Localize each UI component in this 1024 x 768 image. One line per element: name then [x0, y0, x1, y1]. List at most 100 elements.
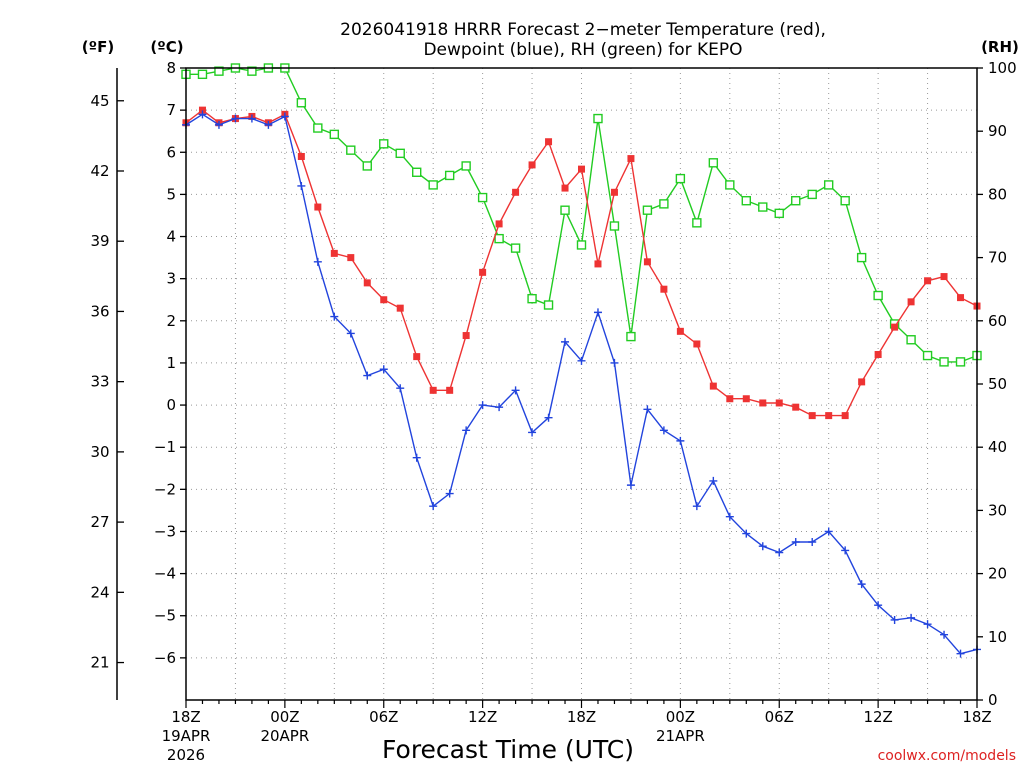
temperature-point — [874, 351, 882, 359]
dewpoint-point — [495, 403, 504, 412]
celsius-tick-label: 7 — [166, 101, 176, 119]
temperature-point — [347, 254, 355, 262]
dewpoint-point — [890, 615, 899, 624]
temperature-point — [924, 277, 932, 285]
celsius-axis-label: (ºC) — [150, 38, 183, 56]
temperature-point — [610, 188, 618, 196]
rh-point — [313, 123, 323, 133]
dewpoint-point — [676, 436, 685, 445]
dewpoint-point — [709, 476, 718, 485]
rh-point — [609, 221, 620, 231]
dewpoint-point — [857, 580, 866, 589]
dewpoint-point — [231, 114, 240, 123]
temperature-point — [726, 395, 734, 403]
rh-point — [593, 113, 603, 124]
rh-tick-label: 50 — [988, 375, 1007, 393]
temperature-point — [858, 378, 866, 386]
temperature-point — [841, 412, 849, 420]
celsius-tick-label: 1 — [166, 354, 176, 372]
temperature-point — [413, 353, 421, 361]
celsius-tick-label: 0 — [166, 396, 176, 414]
temperature-point — [594, 260, 602, 268]
dewpoint-point — [363, 371, 372, 380]
x-tick-label: 18Z — [962, 708, 991, 726]
temperature-point — [396, 304, 404, 312]
rh-tick-label: 30 — [988, 501, 1007, 519]
temperature-point — [446, 386, 454, 394]
rh-tick-label: 90 — [988, 122, 1007, 140]
rh-point — [708, 158, 719, 168]
temperature-point — [429, 386, 437, 394]
rh-point — [197, 69, 208, 80]
temperature-point — [940, 273, 948, 281]
dewpoint-point — [824, 527, 833, 536]
temperature-point — [693, 340, 701, 348]
rh-point — [510, 243, 521, 253]
rh-point — [642, 205, 653, 215]
rh-point — [247, 66, 257, 76]
rh-point — [477, 192, 488, 203]
dewpoint-point — [610, 358, 619, 367]
rh-tick-label: 100 — [988, 59, 1017, 77]
temperature-point — [957, 294, 965, 302]
rh-point — [725, 180, 735, 190]
rh-point — [873, 290, 883, 301]
dewpoint-point — [379, 365, 388, 374]
celsius-tick-label: 8 — [166, 59, 176, 77]
watermark: coolwx.com/models — [878, 748, 1016, 764]
temperature-point — [891, 323, 899, 331]
temperature-point — [198, 106, 206, 114]
temperature-point — [792, 403, 800, 411]
fahrenheit-tick-label: 24 — [90, 583, 109, 601]
dewpoint-point — [528, 428, 537, 437]
rh-point — [296, 98, 307, 108]
rh-axis-label: (RH) — [981, 38, 1019, 56]
rh-point — [741, 196, 751, 206]
dewpoint-series — [182, 110, 981, 658]
rh-tick-label: 20 — [988, 565, 1007, 583]
rh-point — [823, 180, 834, 190]
dewpoint-point — [412, 453, 421, 462]
rh-point — [461, 161, 471, 171]
x-tick-year-label: 2026 — [167, 746, 205, 764]
dewpoint-point — [330, 312, 339, 321]
dewpoint-point — [956, 649, 965, 658]
rh-point — [362, 161, 372, 171]
rh-point — [955, 357, 966, 367]
x-tick-label: 06Z — [369, 708, 398, 726]
temperature-point — [709, 382, 717, 390]
temperature-point — [495, 220, 503, 228]
dewpoint-point — [907, 613, 916, 622]
dewpoint-point — [346, 329, 355, 338]
rh-tick-label: 0 — [988, 691, 998, 709]
celsius-tick-label: 6 — [166, 143, 176, 161]
temperature-point — [808, 412, 816, 420]
dewpoint-point — [742, 529, 751, 538]
temperature-point — [528, 161, 536, 169]
celsius-ticks: 8 7 6 5 4 3 2 1 0 −1 −2 −3 −4 −5 −6 — [154, 59, 186, 667]
dewpoint-point — [478, 401, 487, 410]
x-tick-label: 06Z — [765, 708, 794, 726]
dewpoint-point — [940, 630, 949, 639]
dewpoint-point — [593, 308, 602, 317]
dewpoint-point — [758, 542, 767, 551]
rh-point — [692, 218, 702, 228]
x-tick-label: 18Z — [567, 708, 596, 726]
rh-point — [807, 189, 817, 200]
dewpoint-point — [808, 538, 817, 546]
temperature-point — [907, 298, 915, 306]
x-axis-title: Forecast Time (UTC) — [382, 735, 634, 764]
fahrenheit-tick-label: 21 — [90, 654, 109, 672]
temperature-point — [330, 249, 338, 257]
rh-point — [527, 293, 537, 304]
x-tick-label: 00Z — [270, 708, 299, 726]
dewpoint-point — [923, 620, 932, 629]
rh-line — [186, 67, 978, 363]
rh-tick-label: 10 — [988, 628, 1007, 646]
temperature-point — [363, 279, 371, 287]
dewpoint-point — [462, 426, 471, 435]
dewpoint-point — [445, 489, 454, 498]
dewpoint-point — [626, 481, 635, 490]
dewpoint-point — [264, 120, 273, 129]
